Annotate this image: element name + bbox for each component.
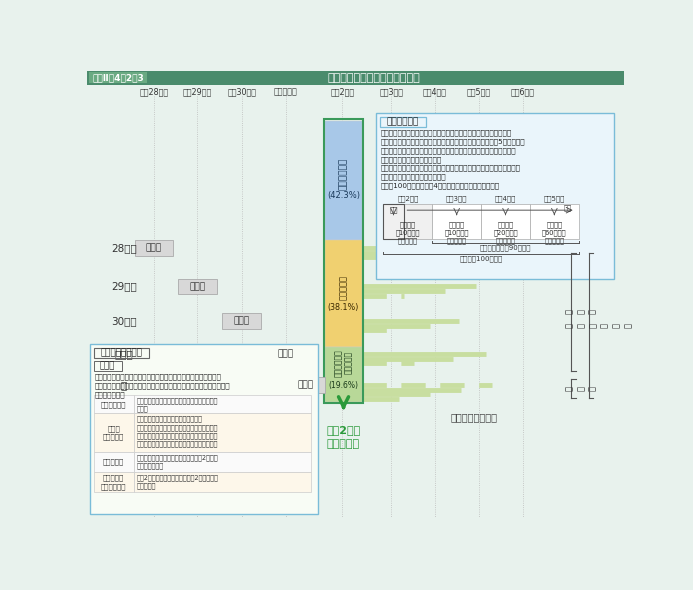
Text: 物件費
（事業費）: 物件費 （事業費） [103, 425, 124, 440]
Bar [87, 71, 624, 84]
Text: (42.3%): (42.3%) [327, 191, 360, 200]
Bar [287, 377, 325, 393]
Text: 令和元年度以前の契約に基づき、令和2年度に
支払われる経費: 令和元年度以前の契約に基づき、令和2年度に 支払われる経費 [137, 454, 218, 469]
Text: 防衛力整備においては、装備品の調達や施設の整備などに複数年度
を要するものが多い。このため、複数年度に及ぶ契約（原則5年以内）を
行い、将来の一定時期に支払うこ: 防衛力整備においては、装備品の調達や施設の整備などに複数年度 を要するものが多い… [380, 129, 525, 189]
Text: 契約額（100億円）: 契約額（100億円） [459, 255, 502, 262]
Bar [383, 204, 403, 240]
Bar [134, 472, 311, 492]
Text: 令和2年度: 令和2年度 [331, 87, 354, 96]
Bar [380, 117, 426, 127]
Text: 平成28年度: 平成28年度 [139, 87, 168, 96]
Text: 契約: 契約 [389, 207, 398, 214]
Text: 人件・糧食費: 人件・糧食費 [101, 401, 127, 408]
Text: 令和2年度: 令和2年度 [397, 195, 419, 202]
Bar [94, 348, 150, 358]
Text: (19.6%): (19.6%) [328, 381, 358, 391]
Text: 28年度: 28年度 [111, 243, 137, 253]
Bar [94, 361, 121, 371]
Text: 後
年
度
負
担
額: 後 年 度 負 担 額 [565, 323, 633, 328]
Text: 元年度: 元年度 [114, 349, 133, 359]
Text: 隊員の給与、退職金、営内での食事などにかか
る経費: 隊員の給与、退職金、営内での食事などにかか る経費 [137, 397, 218, 412]
Text: 物件費契約ベース: 物件費契約ベース [450, 412, 498, 422]
Text: 令和6年度: 令和6年度 [511, 87, 535, 96]
Text: 一部支払
（10億円）
歳出化経費: 一部支払 （10億円） 歳出化経費 [444, 221, 469, 244]
Text: （活動経費）
一般物件費: （活動経費） 一般物件費 [334, 349, 353, 376]
Text: 一般物件費
（活動経費）: 一般物件費 （活動経費） [101, 474, 127, 490]
Text: 後年度負担額: 後年度負担額 [387, 117, 419, 126]
Bar [325, 240, 362, 347]
Text: (38.1%): (38.1%) [328, 303, 359, 312]
Text: 一部支払
（10億円）
一般物件費: 一部支払 （10億円） 一般物件費 [396, 221, 420, 244]
Text: 後年度負担額（90億円）: 後年度負担額（90億円） [480, 245, 532, 251]
Bar [325, 121, 362, 240]
Text: 契　約: 契 約 [298, 381, 314, 389]
Bar [222, 313, 261, 329]
Bar [134, 452, 311, 472]
Bar [134, 240, 173, 255]
Text: 令和5年度: 令和5年度 [466, 87, 491, 96]
Bar [530, 204, 579, 240]
Text: 残額支払
（60億円）
歳出化経費: 残額支払 （60億円） 歳出化経費 [542, 221, 567, 244]
Text: 30年度: 30年度 [111, 316, 137, 326]
Text: 契　約: 契 約 [234, 317, 249, 326]
Text: 令和3年度: 令和3年度 [379, 87, 403, 96]
Text: 防衛関係費は、人件・糧食費と物件費（事業費）に大別される。
さらに、物件費（事業費）は、歳出化経費と一般物件費（活動経費）
に分けられる。: 防衛関係費は、人件・糧食費と物件費（事業費）に大別される。 さらに、物件費（事業… [94, 373, 230, 398]
Text: 令和2年度の契約に基づき、令和2年度に支払
われる経費: 令和2年度の契約に基づき、令和2年度に支払 われる経費 [137, 474, 218, 489]
Text: 令和2年度
防衛関係費: 令和2年度 防衛関係費 [326, 425, 360, 449]
Text: 契　約: 契 約 [189, 282, 206, 291]
Text: 既
定
分: 既 定 分 [565, 309, 597, 314]
Text: 令和4年度: 令和4年度 [495, 195, 516, 202]
Bar [134, 395, 311, 414]
Text: 納入: 納入 [564, 205, 572, 211]
Text: 歳出化経費: 歳出化経費 [339, 274, 348, 300]
Text: 契　約: 契 約 [278, 350, 294, 359]
Bar [94, 472, 134, 492]
Text: 一部支払
（20億円）
歳出化経費: 一部支払 （20億円） 歳出化経費 [493, 221, 518, 244]
Bar [376, 113, 615, 278]
Text: 図表Ⅱ－4－2－3: 図表Ⅱ－4－2－3 [92, 73, 144, 82]
Bar [94, 452, 134, 472]
Text: 令和3年度: 令和3年度 [446, 195, 468, 202]
Bar [383, 204, 432, 240]
Text: 人件・糧食費: 人件・糧食費 [339, 158, 348, 190]
Text: 契　約: 契 約 [146, 244, 162, 253]
Text: 新
規
分: 新 規 分 [565, 386, 597, 391]
Bar [266, 346, 305, 362]
Text: 歳出額と新規後年度負担の関係: 歳出額と新規後年度負担の関係 [327, 73, 420, 83]
Text: 令和元年度: 令和元年度 [274, 87, 298, 96]
Text: 平成29年度: 平成29年度 [183, 87, 212, 96]
Text: 歳出化経費: 歳出化経費 [103, 458, 124, 466]
Bar [481, 204, 530, 240]
Text: 令和4年度: 令和4年度 [423, 87, 446, 96]
Text: 令和5年度: 令和5年度 [543, 195, 565, 202]
Text: 29年度: 29年度 [111, 281, 137, 291]
Bar [89, 344, 318, 513]
Text: 装備品の調達・修理・整備、油の購入
隊員の教育訓練、施設整備、光熱水料などの営
合費、技術研究開発、基地周辺対策や在日米軍
駐留経費などの基地対策経費などにかか: 装備品の調達・修理・整備、油の購入 隊員の教育訓練、施設整備、光熱水料などの営 … [137, 416, 218, 447]
Bar [178, 278, 217, 294]
Bar [89, 73, 147, 83]
Bar [325, 347, 362, 402]
Text: 歳出額: 歳出額 [100, 362, 115, 371]
Bar [94, 414, 134, 452]
Bar [432, 204, 481, 240]
Text: 防衛関係費の構造: 防衛関係費の構造 [100, 349, 143, 358]
Bar [134, 414, 311, 452]
Text: 平成30年度: 平成30年度 [227, 87, 256, 96]
Bar [94, 395, 134, 414]
Bar [324, 119, 363, 404]
